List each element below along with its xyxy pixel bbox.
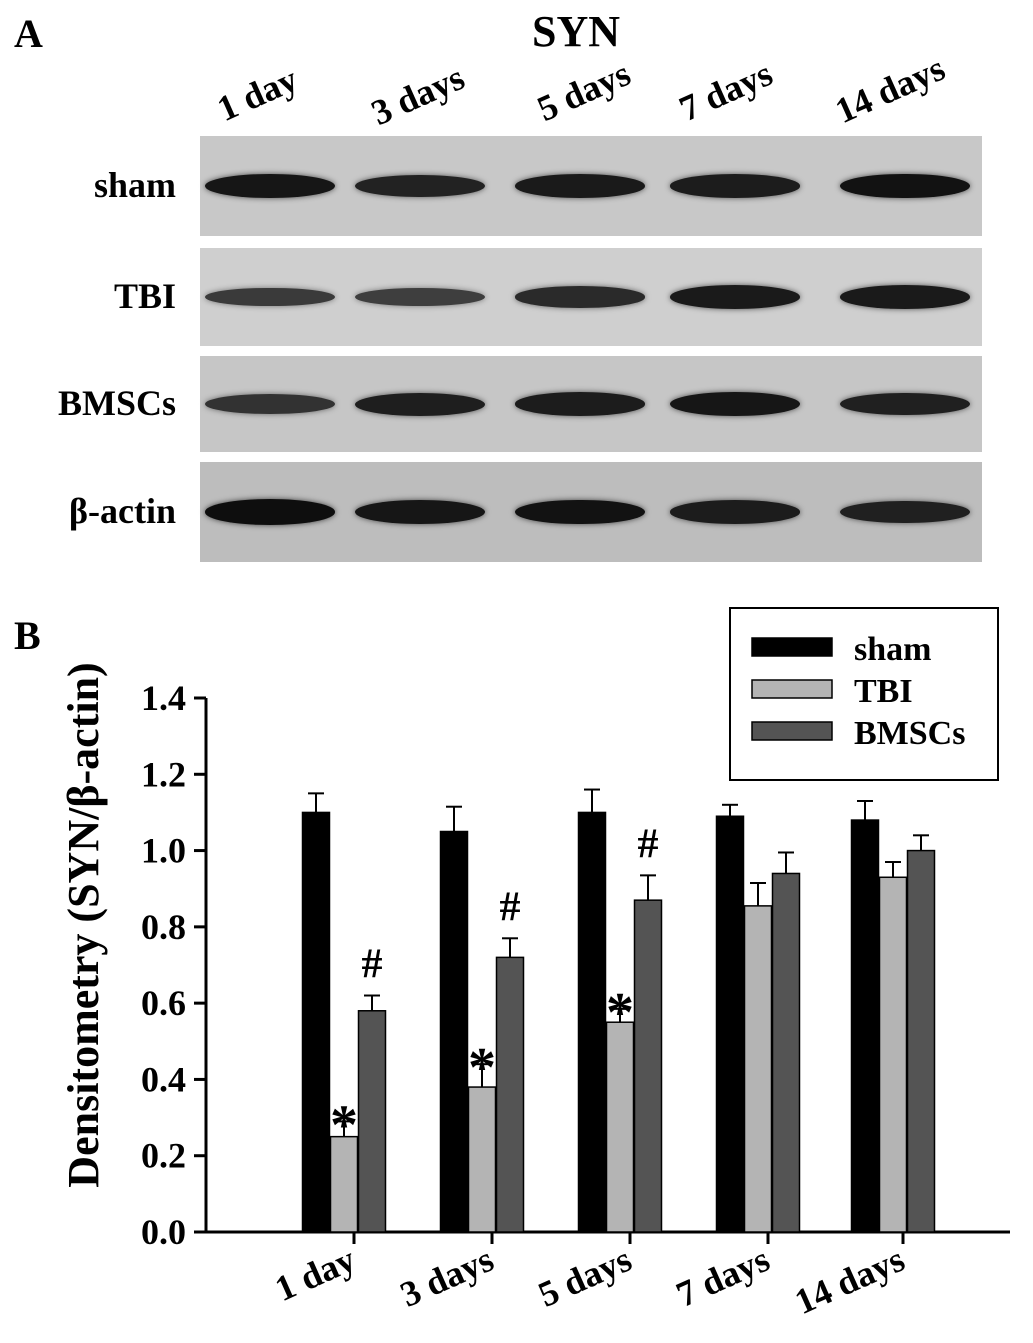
y-tick-label: 0.4 — [141, 1059, 186, 1099]
bar-bmscs — [906, 849, 936, 1233]
blot-band — [515, 286, 645, 308]
blot-band — [670, 174, 800, 198]
y-tick-label: 0.2 — [141, 1136, 186, 1176]
bar-bmscs — [357, 1010, 387, 1233]
x-tick-label: 5 days — [532, 1239, 637, 1315]
legend-swatch — [751, 679, 833, 699]
blot-row-label: sham — [93, 165, 176, 205]
legend-swatch — [751, 637, 833, 657]
blot-row-label: BMSCs — [57, 383, 176, 423]
blot-band — [840, 500, 970, 524]
x-tick-label: 14 days — [789, 1239, 910, 1322]
bar-tbi — [743, 905, 773, 1233]
y-tick-label: 0.8 — [141, 907, 186, 947]
bar-tbi — [467, 1086, 497, 1233]
panel-a-label: A — [14, 11, 43, 56]
bar-tbi — [878, 876, 908, 1233]
x-tick-label: 7 days — [670, 1239, 775, 1315]
bar-sham — [715, 815, 745, 1233]
bar-sham — [850, 819, 880, 1233]
y-tick-label: 1.2 — [141, 754, 186, 794]
blot-band — [670, 500, 800, 524]
blot-band — [355, 287, 485, 307]
x-tick-label: 3 days — [394, 1239, 499, 1315]
blot-band — [670, 391, 800, 417]
y-axis-label: Densitometry (SYN/β-actin) — [59, 662, 108, 1187]
panel-b-label: B — [14, 613, 41, 658]
blot-band — [205, 394, 335, 414]
legend-label: sham — [854, 631, 931, 668]
bar-sham — [301, 811, 331, 1233]
bar-tbi — [605, 1021, 635, 1233]
blot-row: TBI — [114, 248, 982, 346]
blot-band — [515, 174, 645, 198]
legend-label: TBI — [854, 673, 913, 710]
significance-mark: # — [638, 821, 659, 867]
y-tick-label: 1.0 — [141, 831, 186, 871]
significance-mark: * — [330, 1094, 358, 1156]
blot-band — [840, 285, 970, 309]
blot-band — [205, 287, 335, 307]
blot-title: SYN — [532, 7, 621, 56]
legend-swatch — [751, 721, 833, 741]
significance-mark: # — [362, 942, 383, 988]
blot-band — [205, 499, 335, 525]
blot-band — [355, 499, 485, 525]
significance-mark: * — [468, 1037, 496, 1099]
blot-band — [515, 499, 645, 525]
y-tick-label: 1.4 — [141, 678, 186, 718]
bar-sham — [439, 830, 469, 1233]
bar-bmscs — [771, 872, 801, 1233]
blot-band — [515, 392, 645, 416]
blot-row: sham — [94, 136, 982, 236]
blot-row: BMSCs — [58, 356, 982, 452]
blot-band — [355, 174, 485, 198]
blot-band — [840, 173, 970, 199]
bar-sham — [577, 811, 607, 1233]
significance-mark: # — [500, 884, 521, 930]
blot-row-label: β-actin — [69, 491, 176, 531]
blot-band — [670, 285, 800, 309]
x-tick-label: 1 day — [269, 1239, 361, 1309]
y-tick-label: 0.0 — [141, 1212, 186, 1252]
significance-mark: * — [606, 982, 634, 1044]
blot-band — [840, 392, 970, 416]
legend-label: BMSCs — [854, 715, 965, 752]
bar-bmscs — [495, 956, 525, 1233]
blot-band — [205, 173, 335, 199]
blot-band — [355, 392, 485, 416]
blot-row-label: TBI — [113, 276, 176, 316]
y-tick-label: 0.6 — [141, 983, 186, 1023]
blot-row: β-actin — [69, 462, 982, 562]
bar-bmscs — [633, 899, 663, 1233]
